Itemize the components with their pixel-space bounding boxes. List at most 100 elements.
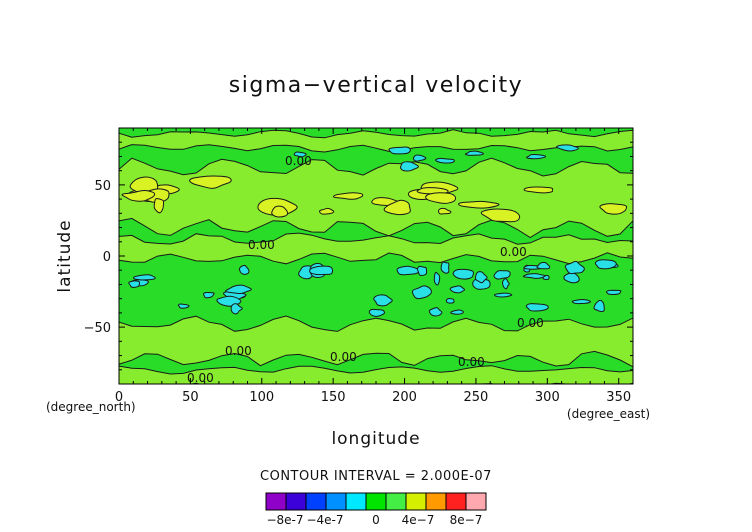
negative-patch (440, 261, 450, 274)
negative-patch (399, 161, 419, 172)
colorbar-swatch (405, 492, 427, 511)
x-tick-label: 350 (606, 390, 631, 405)
negative-patch (493, 270, 511, 280)
colorbar-swatch (465, 492, 487, 511)
positive-band-arctic (119, 129, 633, 153)
strong-positive-patch (121, 190, 156, 202)
negative-patch (593, 299, 605, 313)
x-tick-label: 250 (464, 390, 489, 405)
colorbar-swatch (445, 492, 467, 511)
negative-patch (556, 144, 579, 152)
contour-label: 0.00 (458, 355, 485, 369)
colorbar-swatch (285, 492, 307, 511)
strong-positive-patch (189, 175, 232, 189)
contour-interval-text: CONTOUR INTERVAL = 2.000E-07 (260, 469, 492, 484)
strong-positive-patch (523, 186, 554, 194)
negative-patch (230, 303, 243, 315)
negative-patch (428, 307, 443, 317)
negative-patch (474, 271, 488, 284)
strong-positive-patch (425, 192, 457, 204)
contour-label: 0.00 (517, 316, 544, 330)
contour-label: 0.00 (500, 245, 527, 259)
x-axis-unit: (degree_east) (567, 407, 650, 421)
negative-patch (449, 285, 466, 294)
positive-band-south (119, 315, 633, 368)
colorbar-swatch (325, 492, 347, 511)
strong-positive-patch (599, 203, 628, 215)
x-tick-label: 100 (249, 390, 274, 405)
negative-patch (412, 154, 427, 162)
positive-band-equator (119, 232, 633, 265)
strong-positive-patch (319, 207, 335, 215)
negative-patch (435, 157, 455, 164)
negative-patch (526, 153, 547, 160)
negative-patch (464, 150, 484, 156)
negative-patch (571, 299, 591, 305)
negative-patch (493, 292, 513, 298)
strong-positive-patch (480, 208, 521, 223)
negative-patch (388, 146, 411, 155)
x-tick-label: 200 (392, 390, 417, 405)
contour-label: 0.00 (285, 154, 312, 168)
negative-patch (368, 308, 385, 317)
colorbar-swatch (305, 492, 327, 511)
chart-title: sigma−vertical velocity (229, 73, 523, 98)
negative-patch (132, 274, 156, 281)
x-tick-label: 300 (535, 390, 560, 405)
negative-patch (536, 261, 551, 270)
colorbar-tick-label: −8e-7 (266, 513, 303, 527)
x-tick-label: 150 (321, 390, 346, 405)
colorbar-swatch (385, 492, 407, 511)
contour-label: 0.00 (187, 371, 214, 385)
negative-patch (373, 294, 393, 307)
negative-patch (452, 268, 475, 280)
negative-patch (203, 291, 215, 299)
plot-area: 0.00 0.00 0.00 0.00 0.00 0.00 0.00 0.00 (119, 128, 633, 385)
x-tick-label: 0 (115, 390, 123, 405)
colorbar-tick-label: −4e-7 (306, 513, 343, 527)
colorbar-swatch (265, 492, 287, 511)
negative-patch (411, 285, 432, 300)
strong-positive-patch (383, 199, 411, 216)
negative-patch (416, 265, 428, 277)
strong-positive-patch (458, 200, 500, 209)
colorbar: −8e-7 −4e-7 0 4e−7 8e−7 (265, 492, 487, 527)
negative-patch (128, 280, 141, 288)
negative-patch (177, 303, 190, 309)
negative-patch (225, 284, 252, 295)
y-tick-label: 50 (94, 179, 111, 194)
y-axis-label: latitude (55, 219, 75, 292)
negative-patch (309, 265, 334, 276)
y-axis-unit: (degree_north) (46, 400, 136, 414)
negative-patch (445, 298, 455, 304)
y-tick-label: 0 (103, 250, 111, 265)
negative-patch (433, 271, 441, 286)
x-tick-label: 50 (182, 390, 199, 405)
contour-label: 0.00 (248, 238, 275, 252)
negative-patch (594, 259, 617, 270)
strong-positive-patch (332, 192, 364, 200)
colorbar-tick-label: 4e−7 (402, 513, 435, 527)
colorbar-swatch (345, 492, 367, 511)
negative-patch (396, 265, 420, 276)
strong-positive-patch (271, 205, 289, 218)
negative-patch (542, 274, 550, 280)
negative-patch (564, 260, 585, 275)
colorbar-swatch (425, 492, 447, 511)
negative-patch (525, 303, 549, 312)
negative-patch (450, 309, 464, 315)
y-tick-label: −50 (84, 321, 111, 336)
colorbar-tick-label: 8e−7 (450, 513, 483, 527)
contour-label: 0.00 (225, 344, 252, 358)
strong-positive-patch (437, 207, 452, 215)
contour-label: 0.00 (330, 350, 357, 364)
strong-positive-patch (153, 198, 165, 214)
colorbar-swatch (365, 492, 387, 511)
negative-patch (502, 278, 510, 290)
negative-patch (238, 264, 250, 275)
positive-band-polar (119, 365, 633, 384)
x-axis-label: longitude (331, 429, 420, 449)
axes: 0 50 100 150 200 250 300 350 50 0 −50 (84, 127, 634, 405)
negative-patch (606, 289, 622, 296)
